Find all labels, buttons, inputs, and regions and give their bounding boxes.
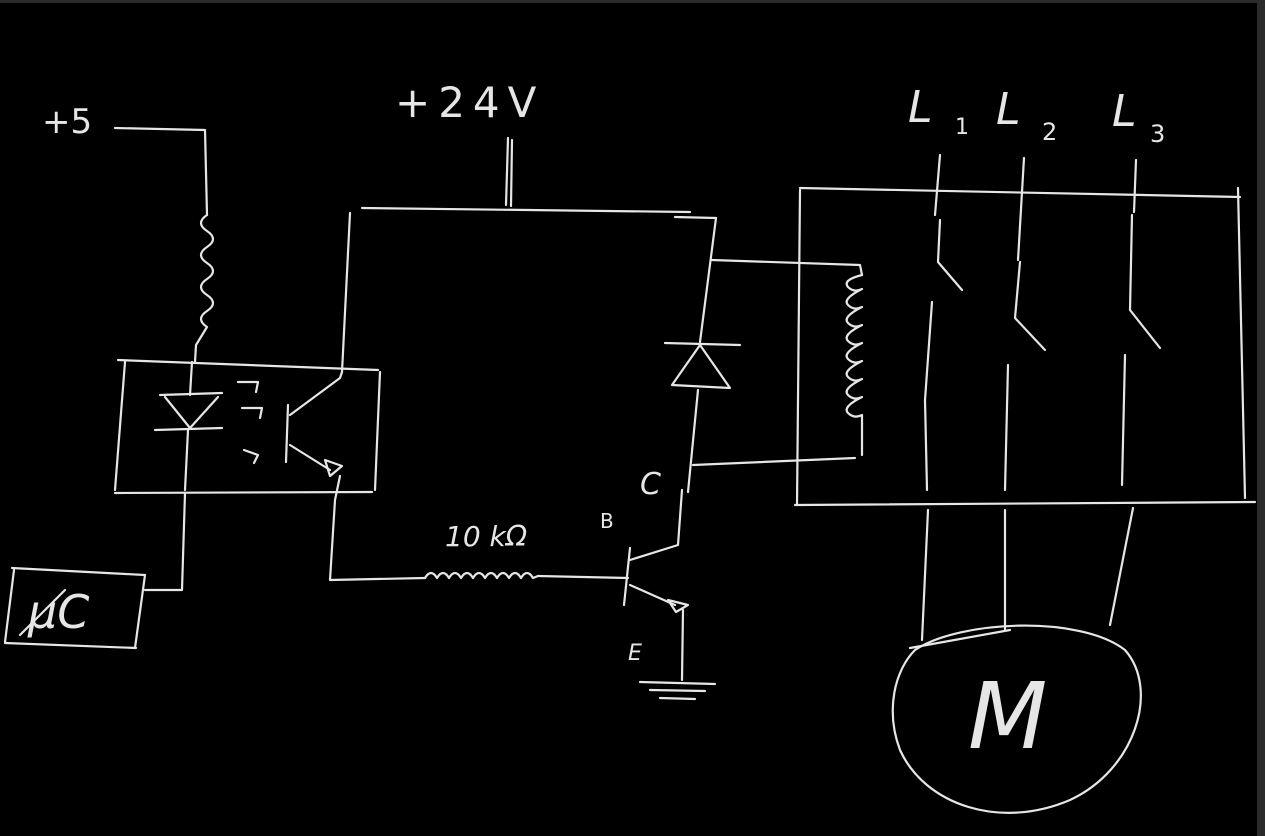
rail-to-diode-wire xyxy=(698,216,718,344)
window-right-border xyxy=(1257,0,1265,836)
phototransistor-symbol xyxy=(284,370,344,478)
motor-circle xyxy=(891,624,1142,814)
phase-l1-label: L xyxy=(908,82,933,133)
collector-pin-label: C xyxy=(640,467,661,502)
coil-top-wire xyxy=(710,258,864,277)
optocoupler-collector-wire xyxy=(340,211,352,374)
supply-5v-wire xyxy=(113,126,209,217)
ground-symbol xyxy=(638,680,717,701)
led-resistor-symbol xyxy=(193,213,215,364)
resistor-value-label: 10 kΩ xyxy=(445,520,528,553)
coil-bottom-wire xyxy=(691,456,857,467)
base-resistor-symbol xyxy=(423,571,540,580)
mcu-box xyxy=(3,566,147,650)
phase-l2-line xyxy=(1003,156,1047,632)
optocoupler-box xyxy=(113,358,382,495)
supply-5v-label: +5 xyxy=(42,102,92,142)
mcu-to-optocoupler-wire xyxy=(143,491,187,592)
contactor-box xyxy=(793,186,1257,507)
base-pin-label: B xyxy=(600,509,614,533)
phase-l2-label: L xyxy=(996,84,1021,135)
phase-l1-line xyxy=(920,153,964,642)
base-drive-wire xyxy=(328,474,630,582)
phase-l1-subscript: 1 xyxy=(955,115,969,140)
light-emission-arrows xyxy=(236,380,264,465)
optocoupler-led-symbol xyxy=(153,360,224,492)
phase-l3-subscript: 3 xyxy=(1150,120,1165,148)
relay-coil-symbol xyxy=(845,273,864,457)
supply-24v-label: +24V xyxy=(395,78,544,127)
phase-l2-subscript: 2 xyxy=(1042,118,1057,146)
phase-l3-label: L xyxy=(1112,86,1137,137)
npn-transistor-symbol xyxy=(622,488,690,682)
flyback-diode-symbol xyxy=(663,341,742,494)
mcu-label: µC xyxy=(27,585,89,639)
emitter-pin-label: E xyxy=(628,641,642,666)
motor-label: M xyxy=(968,663,1047,770)
window-top-border xyxy=(0,0,1265,3)
phase-l3-line xyxy=(1108,158,1162,627)
supply-24v-wire xyxy=(360,136,718,220)
